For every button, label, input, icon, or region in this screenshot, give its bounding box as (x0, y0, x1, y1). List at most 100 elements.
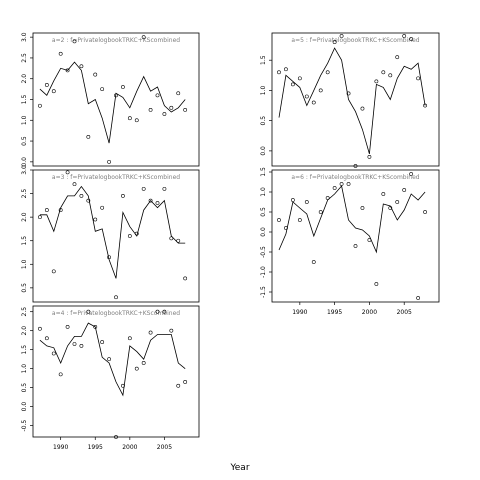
data-point (44, 208, 49, 212)
data-point (297, 76, 302, 81)
panel-frame (32, 169, 200, 303)
y-tick-label: 1.5 (21, 95, 28, 105)
data-point (318, 210, 323, 214)
data-point (277, 70, 281, 75)
data-point (162, 112, 167, 116)
panel-title: a=4 : f=PrivatelogbookTRKC+KScombined (52, 310, 180, 317)
data-point (44, 336, 49, 341)
data-point (360, 106, 365, 111)
panel-1: a=2 : f=PrivatelogbookTRKC+KScombined 0.0… (21, 32, 200, 167)
data-point (374, 79, 379, 84)
data-point (395, 55, 400, 60)
data-point (169, 328, 174, 333)
data-point (148, 198, 153, 203)
data-point (93, 72, 98, 77)
x-axis-label: Year (229, 463, 249, 473)
y-tick-label: -1.0 (260, 266, 267, 278)
data-point (325, 196, 330, 200)
panel-frame (32, 32, 200, 167)
data-point (107, 159, 111, 164)
data-point (127, 234, 132, 238)
panel-title: a=2 : f=PrivatelogbookTRKC+KScombined (52, 37, 180, 44)
data-point (176, 91, 181, 96)
y-tick-label: -0.5 (260, 246, 267, 258)
data-point (416, 296, 421, 300)
data-point (134, 366, 139, 371)
panel-5: a=6 : f=PrivatelogbookTRKC+KScombined -1.… (260, 167, 440, 316)
data-point (134, 118, 139, 123)
y-tick-label: 1.5 (260, 167, 267, 177)
data-point (332, 40, 337, 44)
y-tick-label: 0.5 (21, 136, 28, 146)
y-tick-label: 1.5 (260, 55, 267, 65)
x-tick-label: 1995 (327, 309, 342, 316)
y-tick-label: 0.5 (21, 283, 28, 293)
y-tick-label: 2.0 (21, 212, 28, 222)
data-point (100, 87, 105, 92)
data-point (58, 208, 63, 212)
data-point (141, 35, 146, 40)
data-point (127, 336, 132, 341)
data-point (346, 91, 351, 96)
x-tick-label: 1995 (88, 444, 103, 451)
y-tick-label: 2.0 (21, 74, 28, 84)
data-point (86, 309, 91, 314)
data-point (183, 276, 188, 281)
data-point (311, 260, 316, 264)
series-line (39, 322, 186, 397)
panel-title: a=6 : f=PrivatelogbookTRKC+KScombined (291, 174, 419, 181)
data-point (148, 330, 153, 335)
data-point (38, 326, 42, 331)
data-point (155, 201, 160, 205)
data-point (155, 93, 160, 98)
data-point (65, 324, 70, 329)
data-point (183, 380, 188, 384)
data-point (114, 295, 118, 300)
data-point (416, 76, 421, 81)
series-line (278, 47, 426, 155)
data-point (423, 210, 427, 214)
data-point (44, 83, 49, 87)
x-tick-label: 2005 (397, 309, 412, 316)
panels: a=2 : f=PrivatelogbookTRKC+KScombined 0.0… (21, 32, 440, 451)
data-point (284, 226, 288, 230)
data-point (86, 198, 91, 203)
data-point (127, 116, 132, 121)
panel-3: a=4 : f=PrivatelogbookTRKC+KScombined -0.… (21, 305, 200, 451)
data-point (346, 182, 351, 186)
data-point (38, 103, 42, 108)
data-point (353, 244, 358, 248)
data-point (339, 34, 344, 38)
data-point (155, 309, 160, 314)
y-tick-label: 1.0 (260, 187, 267, 197)
data-point (162, 186, 167, 191)
y-tick-label: -1.5 (260, 286, 267, 298)
data-point (325, 70, 330, 75)
data-point (360, 206, 365, 210)
data-point (402, 188, 407, 192)
data-point (107, 255, 111, 260)
y-tick-label: 1.0 (21, 364, 28, 374)
y-tick-label: 0.0 (260, 227, 267, 237)
data-point (121, 194, 125, 198)
y-tick-label: 1.0 (21, 259, 28, 269)
data-point (51, 89, 56, 94)
data-point (58, 51, 63, 56)
data-point (176, 238, 181, 243)
data-point (311, 100, 316, 105)
panel-title: a=5 : f=PrivatelogbookTRKC+KScombined (291, 37, 419, 44)
data-point (402, 34, 407, 38)
panel-2: a=3 : f=PrivatelogbookTRKC+KScombined 0.5… (21, 165, 200, 303)
data-point (339, 182, 344, 186)
data-point (100, 340, 105, 344)
data-point (58, 372, 63, 377)
data-point (72, 39, 77, 44)
data-point (141, 186, 146, 191)
y-tick-label: 2.0 (21, 326, 28, 336)
data-point (284, 67, 288, 72)
x-tick-label: 1990 (292, 309, 307, 316)
panel-4: a=5 : f=PrivatelogbookTRKC+KScombined 0.0… (260, 32, 440, 168)
data-point (72, 342, 77, 346)
data-point (409, 37, 414, 41)
y-tick-label: 0.0 (21, 402, 28, 412)
